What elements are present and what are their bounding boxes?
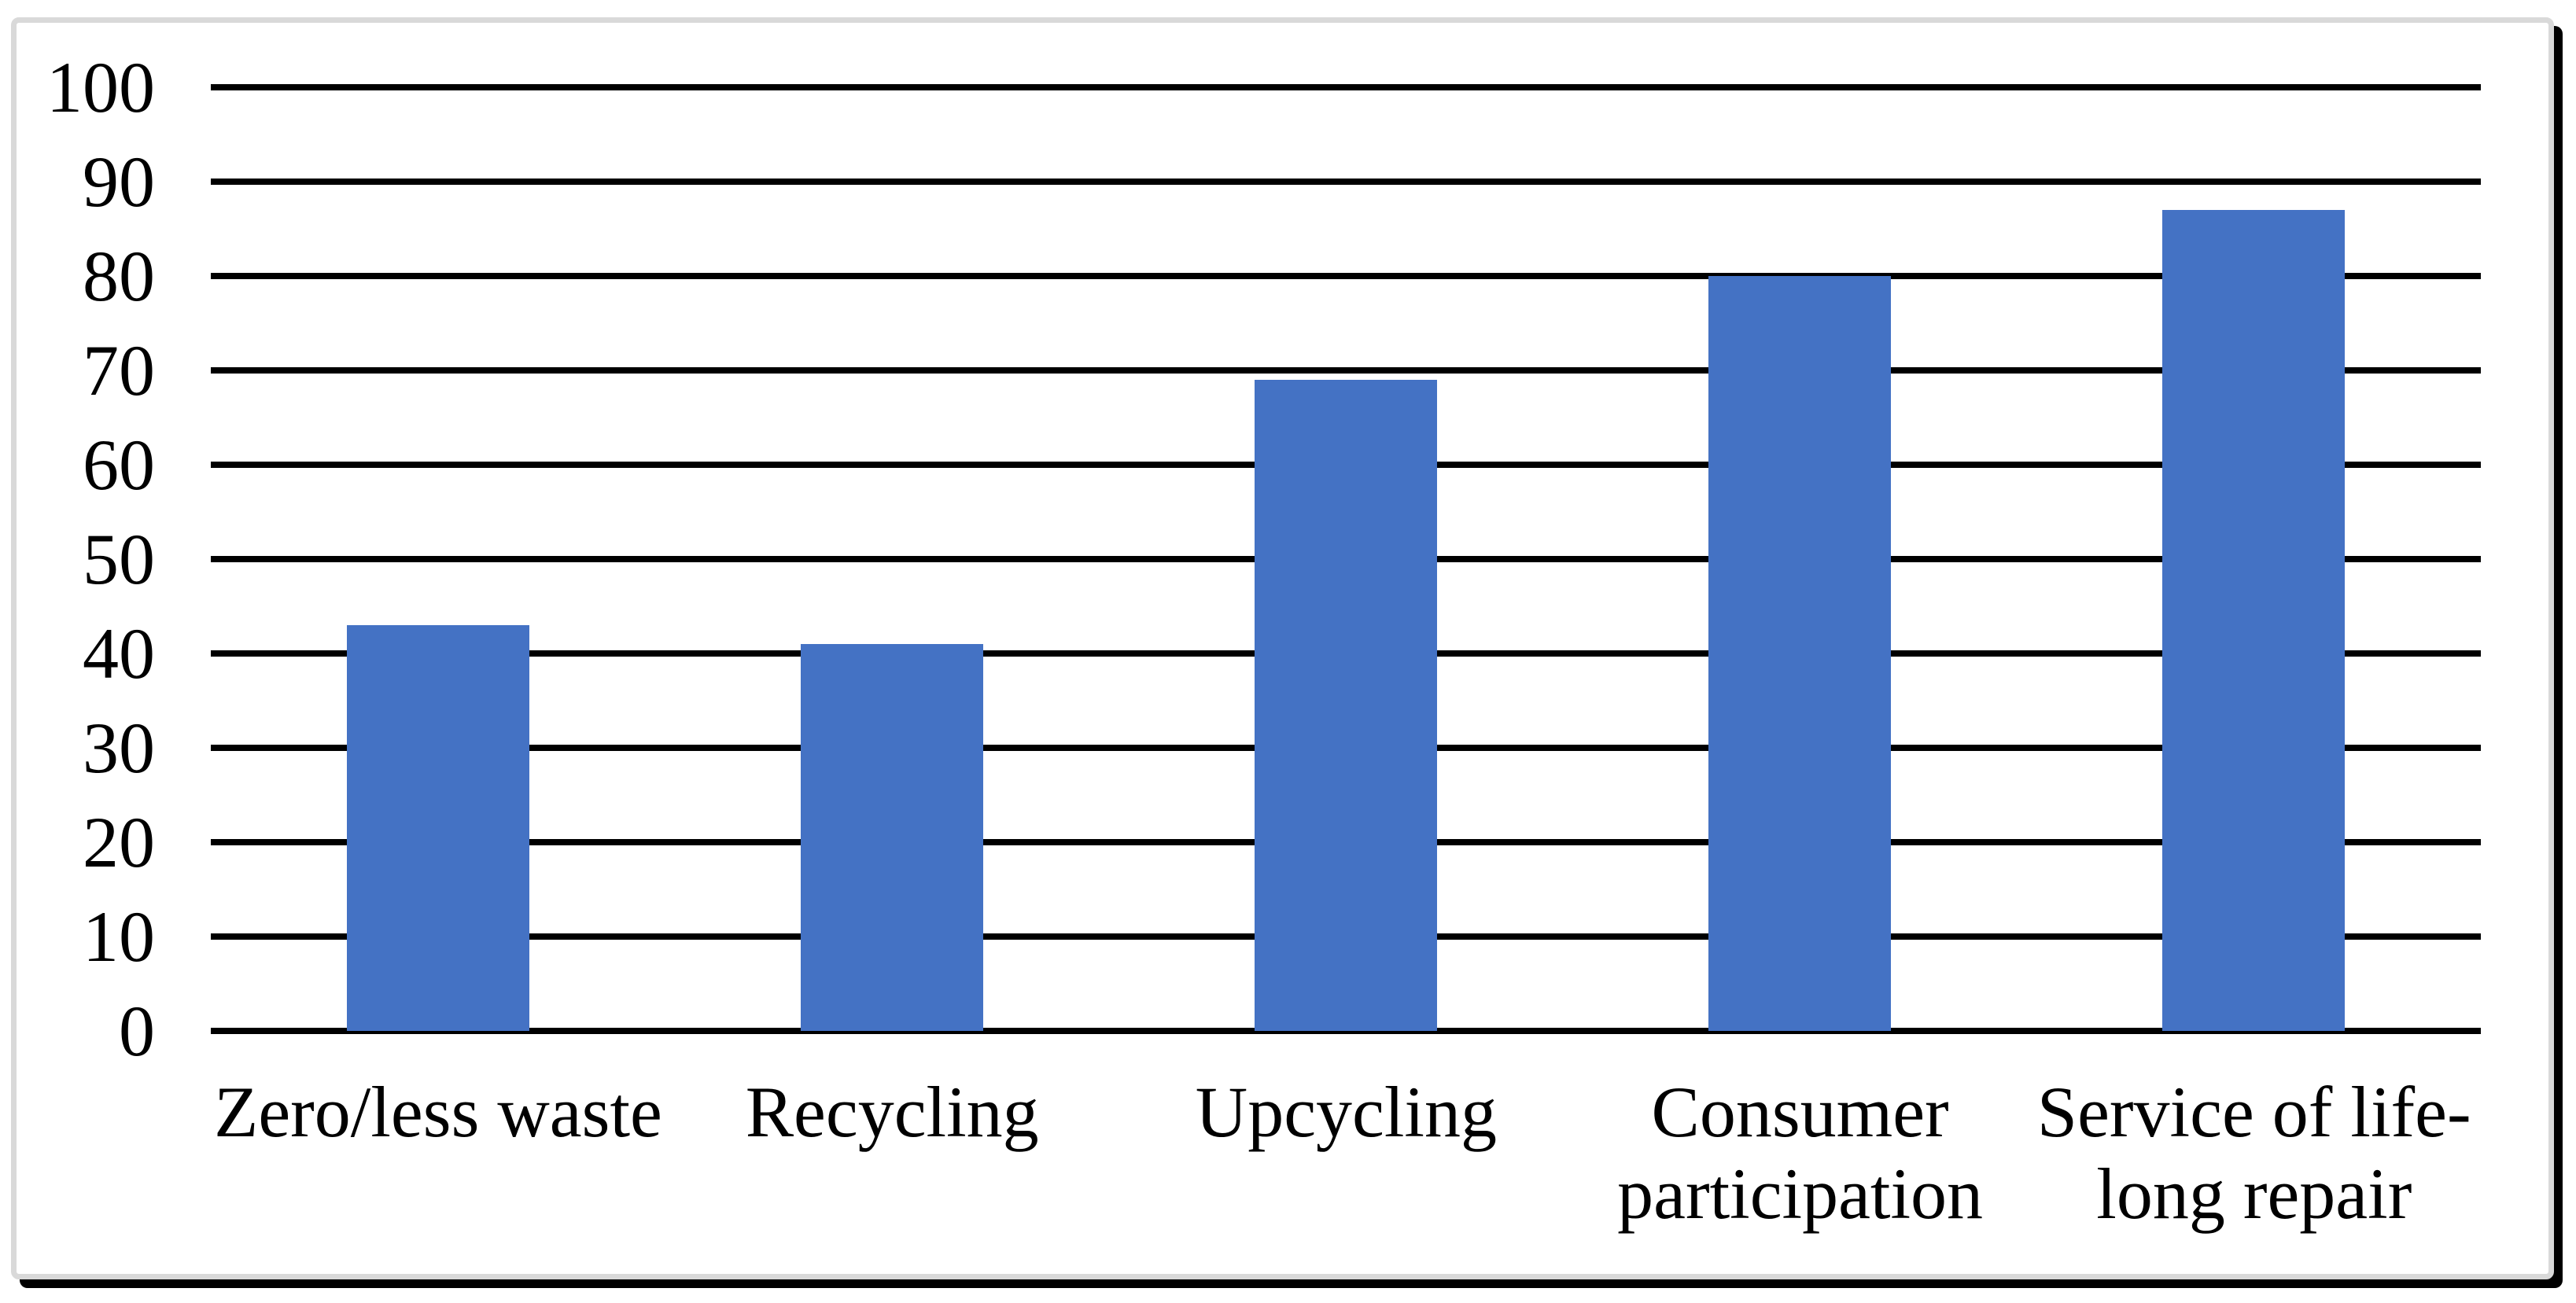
- bar-zero-less-waste: [346, 625, 529, 1031]
- y-gridline: [211, 367, 2481, 374]
- y-axis-tick-label: 30: [83, 708, 155, 788]
- y-gridline: [211, 84, 2481, 90]
- y-axis-tick-label: 40: [83, 613, 155, 694]
- y-axis-tick-label: 80: [83, 236, 155, 316]
- bar-service-of-life-long-repair: [2162, 210, 2346, 1031]
- x-axis-category-label: Upcycling: [1195, 1072, 1497, 1152]
- y-axis-tick-label: 70: [83, 330, 155, 410]
- x-axis-category-label: Recycling: [745, 1072, 1039, 1152]
- x-axis-category-label: Zero/less waste: [214, 1072, 662, 1152]
- bar-consumer-participation: [1708, 276, 1892, 1031]
- bar-upcycling: [1255, 380, 1437, 1031]
- bar-recycling: [800, 644, 983, 1031]
- y-gridline: [211, 179, 2481, 185]
- y-axis-tick-label: 50: [83, 519, 155, 599]
- y-axis-tick-label: 90: [83, 142, 155, 222]
- y-axis-tick-label: 10: [83, 896, 155, 977]
- x-axis-category-label: Consumer participation: [1617, 1072, 1984, 1234]
- y-gridline: [211, 273, 2481, 279]
- y-axis-tick-label: 0: [119, 991, 155, 1071]
- x-axis-category-label: Service of life- long repair: [2036, 1072, 2471, 1234]
- y-axis-tick-label: 20: [83, 802, 155, 882]
- y-axis-tick-label: 60: [83, 425, 155, 505]
- y-axis-tick-label: 100: [46, 47, 155, 127]
- y-gridline: [211, 1028, 2481, 1034]
